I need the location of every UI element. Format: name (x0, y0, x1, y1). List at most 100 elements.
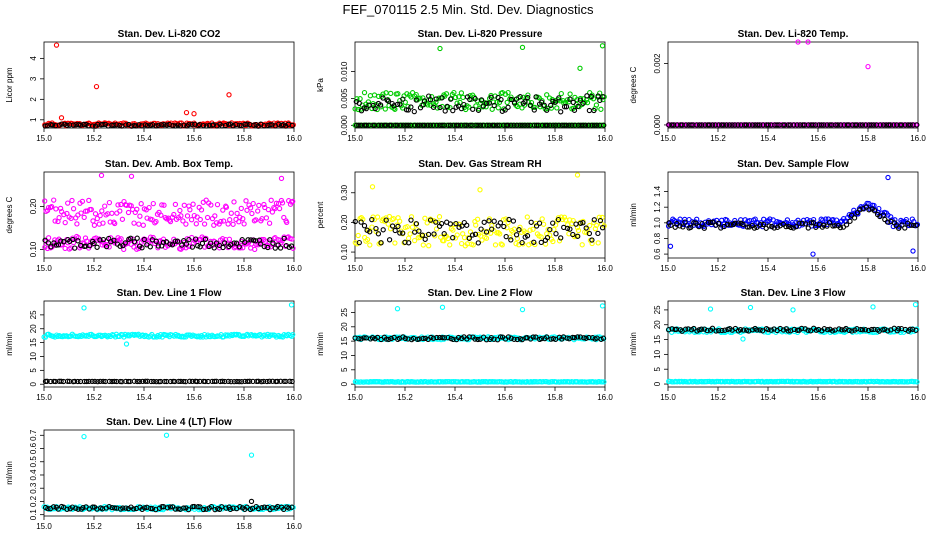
data-point (53, 242, 60, 248)
y-tick-label: 2 (29, 97, 38, 102)
data-point (289, 122, 295, 129)
data-point (854, 122, 860, 128)
data-point (601, 379, 607, 385)
data-point (106, 199, 113, 206)
y-tick-label: 1.4 (653, 185, 662, 197)
data-point (430, 122, 436, 128)
data-point (824, 122, 830, 128)
data-point (255, 505, 262, 512)
data-point (572, 122, 578, 128)
x-tick-label: 15.8 (547, 134, 563, 143)
data-point (699, 122, 705, 128)
data-point (134, 206, 140, 212)
data-point (516, 227, 522, 233)
data-point (877, 122, 883, 128)
data-point (754, 327, 760, 333)
data-point (80, 505, 86, 511)
outlier-point (191, 111, 197, 117)
y-tick-label: 15 (29, 338, 38, 347)
data-point (484, 122, 490, 128)
panel-9: Stan. Dev. Line 3 Flow ml/min 15.0 15.2 15.4… (629, 288, 926, 402)
data-point (437, 378, 444, 385)
data-point (533, 94, 539, 100)
data-point (248, 237, 254, 243)
data-point (862, 327, 869, 333)
data-point (69, 197, 75, 204)
data-point (600, 335, 607, 341)
data-point (575, 103, 581, 110)
data-point (272, 245, 278, 251)
x-tick-label: 15.4 (136, 134, 152, 143)
data-point (123, 122, 129, 128)
data-point (475, 336, 481, 343)
plot-frame (667, 300, 919, 388)
data-point (72, 378, 78, 385)
data-point (450, 235, 456, 241)
data-point (75, 238, 81, 244)
y-tick-label: 1.2 (653, 201, 662, 213)
data-point (469, 232, 476, 238)
data-point (425, 231, 432, 238)
outlier-point (519, 306, 526, 313)
data-point (550, 220, 556, 226)
x-tick-label: 15.8 (547, 393, 563, 402)
data-point (47, 378, 54, 385)
data-point (222, 122, 229, 129)
data-point (833, 122, 839, 128)
y-tick-label: 0 (653, 381, 662, 386)
data-point (710, 219, 716, 225)
data-point (113, 122, 119, 128)
data-point (197, 216, 203, 223)
data-point (289, 236, 295, 242)
data-point (383, 336, 390, 342)
data-point (286, 505, 292, 511)
data-point (787, 122, 793, 128)
data-point (247, 205, 254, 211)
data-point (866, 207, 872, 213)
data-point (491, 102, 497, 109)
data-point (216, 245, 223, 251)
data-point (95, 121, 101, 128)
data-point (513, 240, 519, 247)
y-tick-label: 0.000 (340, 115, 349, 136)
x-tick-label: 16.0 (597, 393, 613, 402)
x-tick-label: 15.8 (236, 522, 252, 531)
data-point (265, 206, 272, 213)
data-point (220, 218, 227, 224)
data-point (511, 122, 517, 128)
panel-8: Stan. Dev. Line 2 Flow ml/min 15.0 15.2 15.4… (316, 288, 613, 402)
data-point (899, 122, 905, 128)
data-point (481, 219, 487, 225)
data-point (477, 122, 484, 128)
data-point (413, 97, 419, 103)
data-point (230, 123, 236, 129)
data-point (371, 216, 378, 223)
data-point (144, 215, 150, 221)
data-point (172, 238, 178, 244)
y-tick-label: 3 (29, 76, 38, 81)
data-point (724, 221, 731, 227)
data-point (117, 243, 123, 249)
data-point (153, 238, 159, 244)
data-point (277, 237, 283, 243)
data-point (517, 94, 523, 100)
data-point (404, 91, 410, 97)
data-point (547, 226, 553, 233)
data-point (414, 122, 421, 128)
data-point (255, 208, 261, 214)
data-point (519, 239, 525, 246)
y-tick-label: 0.8 (653, 232, 662, 244)
data-point (525, 92, 531, 98)
data-point (896, 225, 902, 231)
data-point (174, 238, 181, 244)
data-point (210, 122, 217, 128)
data-point (64, 210, 70, 217)
data-point (577, 97, 583, 103)
data-point (444, 103, 450, 110)
data-point (832, 223, 838, 229)
data-point (895, 326, 902, 332)
outlier-point (885, 174, 891, 181)
panel-title: Stan. Dev. Line 3 Flow (741, 288, 846, 299)
panel-5: Stan. Dev. Gas Stream RH percent 15.0 15.2 1… (316, 159, 613, 273)
data-point (450, 336, 456, 343)
